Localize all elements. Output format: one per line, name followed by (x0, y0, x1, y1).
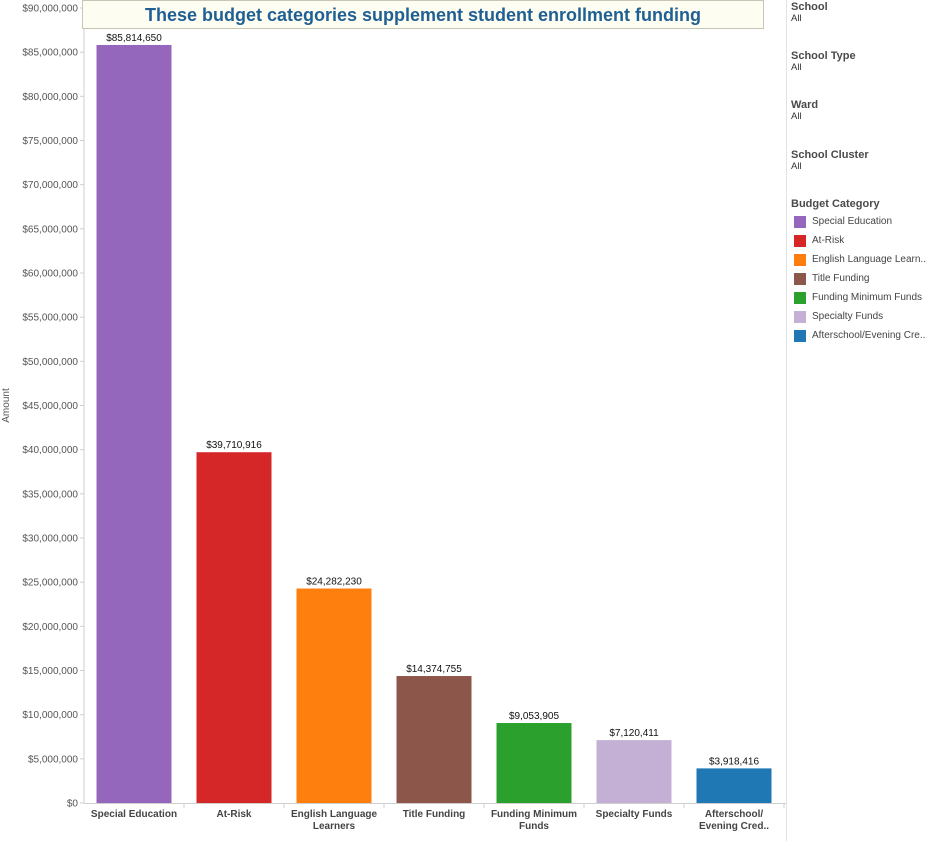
legend-item-funding-minimum-funds[interactable]: Funding Minimum Funds (791, 288, 926, 307)
filter-school-cluster[interactable]: School Cluster All (791, 149, 869, 172)
x-tick-label: Afterschool/ (705, 809, 764, 820)
legend-item-label: At-Risk (812, 235, 845, 246)
legend-swatch (794, 253, 806, 266)
y-tick-label: $75,000,000 (22, 136, 78, 147)
filter-school-cluster-value[interactable]: All (791, 161, 802, 172)
legend-item-label: Afterschool/Evening Cre.. (812, 330, 926, 341)
x-tick-label: Funds (519, 821, 549, 832)
filter-school-cluster-label: School Cluster (791, 149, 869, 161)
legend-item-label: Funding Minimum Funds (812, 292, 923, 303)
legend-item-afterschool-evening-credit[interactable]: Afterschool/Evening Cre.. (791, 326, 926, 345)
filter-school-type[interactable]: School Type All (791, 50, 856, 73)
y-tick-label: $65,000,000 (22, 224, 78, 235)
y-tick-label: $25,000,000 (22, 578, 78, 589)
chart-title: These budget categories supplement stude… (82, 0, 764, 29)
y-tick-label: $0 (67, 799, 79, 810)
x-tick-label: At-Risk (216, 809, 251, 820)
legend-item-label: Title Funding (812, 273, 870, 284)
x-tick-label: Specialty Funds (596, 809, 673, 820)
y-tick-label: $5,000,000 (28, 754, 78, 765)
data-label: $39,710,916 (206, 440, 262, 451)
filter-panel: School All School Type All Ward All Scho… (786, 0, 943, 841)
legend: Budget Category Special Education At-Ris… (791, 198, 926, 345)
y-tick-label: $90,000,000 (22, 4, 78, 15)
x-tick-label: Special Education (91, 809, 177, 820)
data-label: $24,282,230 (306, 577, 362, 588)
bar (296, 588, 372, 803)
filter-school-type-value[interactable]: All (791, 62, 802, 73)
data-label: $14,374,755 (406, 664, 462, 675)
y-tick-label: $70,000,000 (22, 180, 78, 191)
filter-ward-value[interactable]: All (791, 111, 802, 122)
y-tick-label: $60,000,000 (22, 269, 78, 280)
filter-ward[interactable]: Ward All (791, 99, 818, 122)
filter-school-value[interactable]: All (791, 13, 802, 24)
bar (96, 44, 172, 804)
legend-swatch (794, 329, 806, 342)
y-tick-label: $55,000,000 (22, 313, 78, 324)
filter-school-label: School (791, 1, 828, 13)
data-label: $7,120,411 (609, 728, 659, 739)
legend-title: Budget Category (791, 198, 880, 210)
legend-swatch (794, 215, 806, 228)
legend-swatch (794, 310, 806, 323)
data-label: $85,814,650 (106, 33, 162, 44)
bar (396, 676, 472, 803)
legend-swatch (794, 291, 806, 304)
x-tick-label: Learners (313, 821, 356, 832)
y-tick-label: $40,000,000 (22, 445, 78, 456)
y-tick-label: $30,000,000 (22, 534, 78, 545)
legend-item-specialty-funds[interactable]: Specialty Funds (791, 307, 926, 326)
legend-item-title-funding[interactable]: Title Funding (791, 269, 926, 288)
legend-item-label: English Language Learn.. (812, 254, 926, 265)
legend-item-label: Special Education (812, 216, 893, 227)
x-tick-label: English Language (291, 809, 378, 820)
x-tick-label: Title Funding (403, 809, 466, 820)
y-tick-label: $50,000,000 (22, 357, 78, 368)
bar (596, 740, 672, 803)
y-tick-label: $45,000,000 (22, 401, 78, 412)
bar-chart: $0 $5,000,000 $10,000,000 $15,000,000 $20,00… (1, 0, 786, 832)
y-tick-label: $20,000,000 (22, 622, 78, 633)
filter-school[interactable]: School All (791, 1, 828, 24)
legend-swatch (794, 272, 806, 285)
legend-item-english-language-learners[interactable]: English Language Learn.. (791, 250, 926, 269)
bar (496, 723, 572, 803)
legend-item-at-risk[interactable]: At-Risk (791, 231, 926, 250)
filter-school-type-label: School Type (791, 50, 856, 62)
y-tick-label: $15,000,000 (22, 666, 78, 677)
y-tick-label: $10,000,000 (22, 710, 78, 721)
legend-item-label: Specialty Funds (812, 311, 884, 322)
filter-ward-label: Ward (791, 99, 819, 111)
legend-swatch (794, 234, 806, 247)
y-tick-label: $80,000,000 (22, 92, 78, 103)
y-tick-label: $35,000,000 (22, 489, 78, 500)
bar (696, 768, 772, 803)
legend-item-special-education[interactable]: Special Education (791, 212, 926, 231)
data-label: $9,053,905 (509, 711, 559, 722)
data-label: $3,918,416 (709, 756, 759, 767)
x-tick-label: Evening Cred.. (699, 821, 769, 832)
x-tick-label: Funding Minimum (491, 809, 577, 820)
y-axis-title: Amount (1, 388, 12, 423)
bar (196, 452, 272, 803)
y-tick-label: $85,000,000 (22, 48, 78, 59)
